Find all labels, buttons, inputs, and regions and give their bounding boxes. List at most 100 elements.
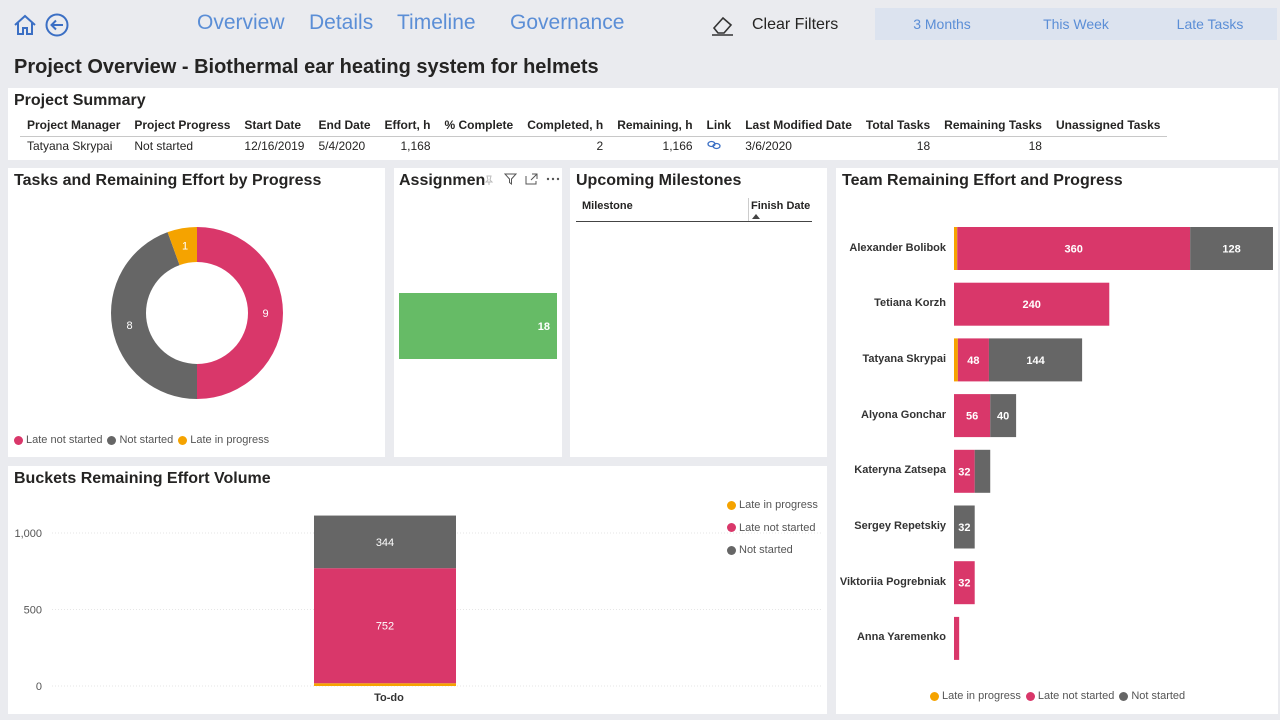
team-bar-segment[interactable] — [954, 505, 975, 549]
cell-pct — [438, 136, 521, 156]
col-project-manager[interactable]: Project Manager — [20, 114, 128, 137]
assignment-bar[interactable] — [399, 293, 557, 359]
buckets-chart[interactable]: 0 500 1,000 752 344 To-do — [8, 466, 827, 714]
table-header-row: Project Manager Project Progress Start D… — [20, 114, 1168, 137]
column-divider — [748, 198, 749, 221]
col-milestone[interactable]: Milestone — [582, 200, 633, 212]
assignments-chart[interactable]: 18 — [394, 188, 562, 448]
legend-item[interactable]: Not started — [107, 434, 173, 446]
home-icon[interactable] — [12, 12, 38, 38]
legend-item[interactable]: Late in progress — [727, 494, 818, 517]
project-summary-panel: Project Summary Project Manager Project … — [8, 88, 1278, 160]
top-bar: Overview Details Timeline Governance Cle… — [0, 0, 1280, 50]
legend-dot-not-started — [1119, 691, 1129, 701]
team-bar-segment[interactable] — [1190, 227, 1273, 270]
col-remaining[interactable]: Remaining, h — [610, 114, 700, 137]
col-last-modified[interactable]: Last Modified Date — [738, 114, 859, 137]
col-effort[interactable]: Effort, h — [377, 114, 438, 137]
bucket-segment[interactable] — [314, 683, 456, 686]
col-end-date[interactable]: End Date — [311, 114, 378, 137]
legend-item[interactable]: Not started — [727, 539, 818, 562]
project-summary-table: Project Manager Project Progress Start D… — [20, 114, 1168, 156]
donut-title: Tasks and Remaining Effort by Progress — [14, 172, 322, 189]
cell-unassigned-tasks — [1049, 136, 1167, 156]
bucket-segment[interactable] — [314, 568, 456, 684]
legend-item[interactable]: Late in progress — [178, 434, 269, 446]
col-finish-date[interactable]: Finish Date — [751, 200, 811, 212]
col-total-tasks[interactable]: Total Tasks — [858, 114, 938, 137]
more-options-icon[interactable] — [546, 173, 560, 185]
team-bar-label: 32 — [958, 578, 970, 590]
team-bar-segment[interactable] — [954, 616, 960, 660]
team-bar-segment[interactable] — [954, 394, 991, 438]
legend-item[interactable]: Late in progress — [930, 690, 1021, 702]
col-link[interactable]: Link — [699, 114, 739, 137]
legend-item[interactable]: Not started — [1119, 690, 1185, 702]
col-project-progress[interactable]: Project Progress — [127, 114, 238, 137]
team-bar-segment[interactable] — [990, 394, 1017, 438]
team-effort-panel: Team Remaining Effort and Progress Alexa… — [836, 168, 1278, 714]
bucket-segment[interactable] — [314, 515, 456, 569]
col-pct-complete[interactable]: % Complete — [437, 114, 521, 137]
milestones-title: Upcoming Milestones — [576, 172, 742, 189]
x-category-label: To-do — [374, 692, 404, 704]
segment-this-week[interactable]: This Week — [1043, 16, 1109, 32]
team-chart[interactable]: 360 128 240 48 144 56 40 32 32 32 — [836, 168, 1278, 714]
team-bar-label: 48 — [967, 355, 979, 367]
clear-filters-button[interactable]: Clear Filters — [710, 10, 838, 40]
tab-details[interactable]: Details — [309, 11, 374, 34]
legend-item[interactable]: Late not started — [1025, 690, 1114, 702]
team-bar-label: 32 — [958, 466, 970, 478]
cell-completed: 2 — [596, 139, 604, 154]
donut-slice[interactable] — [111, 232, 197, 399]
buckets-title: Buckets Remaining Effort Volume — [14, 470, 271, 487]
tab-timeline[interactable]: Timeline — [397, 11, 476, 34]
sort-ascending-icon[interactable] — [752, 214, 760, 219]
donut-chart[interactable]: 9 8 1 — [8, 188, 385, 438]
legend-dot-late-not-started — [727, 523, 736, 533]
segment-late-tasks[interactable]: Late Tasks — [1176, 16, 1244, 32]
table-row: Tatyana Skrypai Not started 12/16/2019 5… — [20, 136, 1167, 156]
tab-governance[interactable]: Governance — [510, 11, 625, 34]
pin-icon[interactable] — [483, 174, 495, 186]
team-member-label: Alyona Gonchar — [861, 408, 946, 421]
cell-progress: Not started — [134, 139, 194, 154]
col-start-date[interactable]: Start Date — [237, 114, 312, 137]
filter-segment-group: 3 Months This Week Late Tasks — [875, 8, 1277, 40]
y-tick-label: 0 — [36, 681, 42, 693]
col-unassigned-tasks[interactable]: Unassigned Tasks — [1048, 114, 1168, 137]
team-bar-segment[interactable] — [954, 227, 958, 270]
tab-overview[interactable]: Overview — [197, 11, 285, 34]
assignments-title: Assignmen — [399, 172, 486, 189]
tasks-effort-progress-panel: Tasks and Remaining Effort by Progress 9… — [8, 168, 385, 457]
filter-icon[interactable] — [504, 173, 517, 185]
link-icon[interactable] — [706, 140, 721, 150]
team-bar-label: 240 — [1022, 299, 1040, 311]
legend-item[interactable]: Late not started — [727, 517, 818, 540]
team-bar-label: 40 — [997, 411, 1009, 423]
milestones-table-header: Milestone Finish Date — [576, 198, 812, 222]
cell-total-tasks: 18 — [916, 139, 931, 154]
col-remaining-tasks[interactable]: Remaining Tasks — [937, 114, 1049, 137]
buckets-effort-panel: Buckets Remaining Effort Volume 0 500 1,00… — [8, 466, 827, 714]
cell-end: 5/4/2020 — [318, 139, 366, 154]
team-bar-segment[interactable] — [957, 338, 989, 382]
back-arrow-icon[interactable] — [44, 12, 70, 38]
col-completed[interactable]: Completed, h — [520, 114, 611, 137]
assignments-panel: Assignmen 18 — [394, 168, 562, 457]
donut-slice[interactable] — [197, 227, 283, 399]
team-bar-segment[interactable] — [954, 561, 975, 605]
focus-mode-icon[interactable] — [525, 173, 538, 185]
team-bar-segment[interactable] — [954, 282, 1110, 326]
cell-modified: 3/6/2020 — [745, 139, 792, 154]
legend-item[interactable]: Late not started — [14, 434, 102, 446]
cell-link[interactable] — [700, 136, 739, 156]
bucket-segment-label: 344 — [376, 537, 394, 549]
team-bar-segment[interactable] — [988, 338, 1083, 382]
segment-3-months[interactable]: 3 Months — [913, 16, 971, 32]
team-bar-segment[interactable] — [954, 449, 975, 493]
team-bar-segment[interactable] — [974, 449, 991, 493]
donut-slice[interactable] — [167, 227, 197, 266]
team-bar-segment[interactable] — [957, 227, 1191, 270]
team-bar-segment[interactable] — [954, 338, 958, 382]
